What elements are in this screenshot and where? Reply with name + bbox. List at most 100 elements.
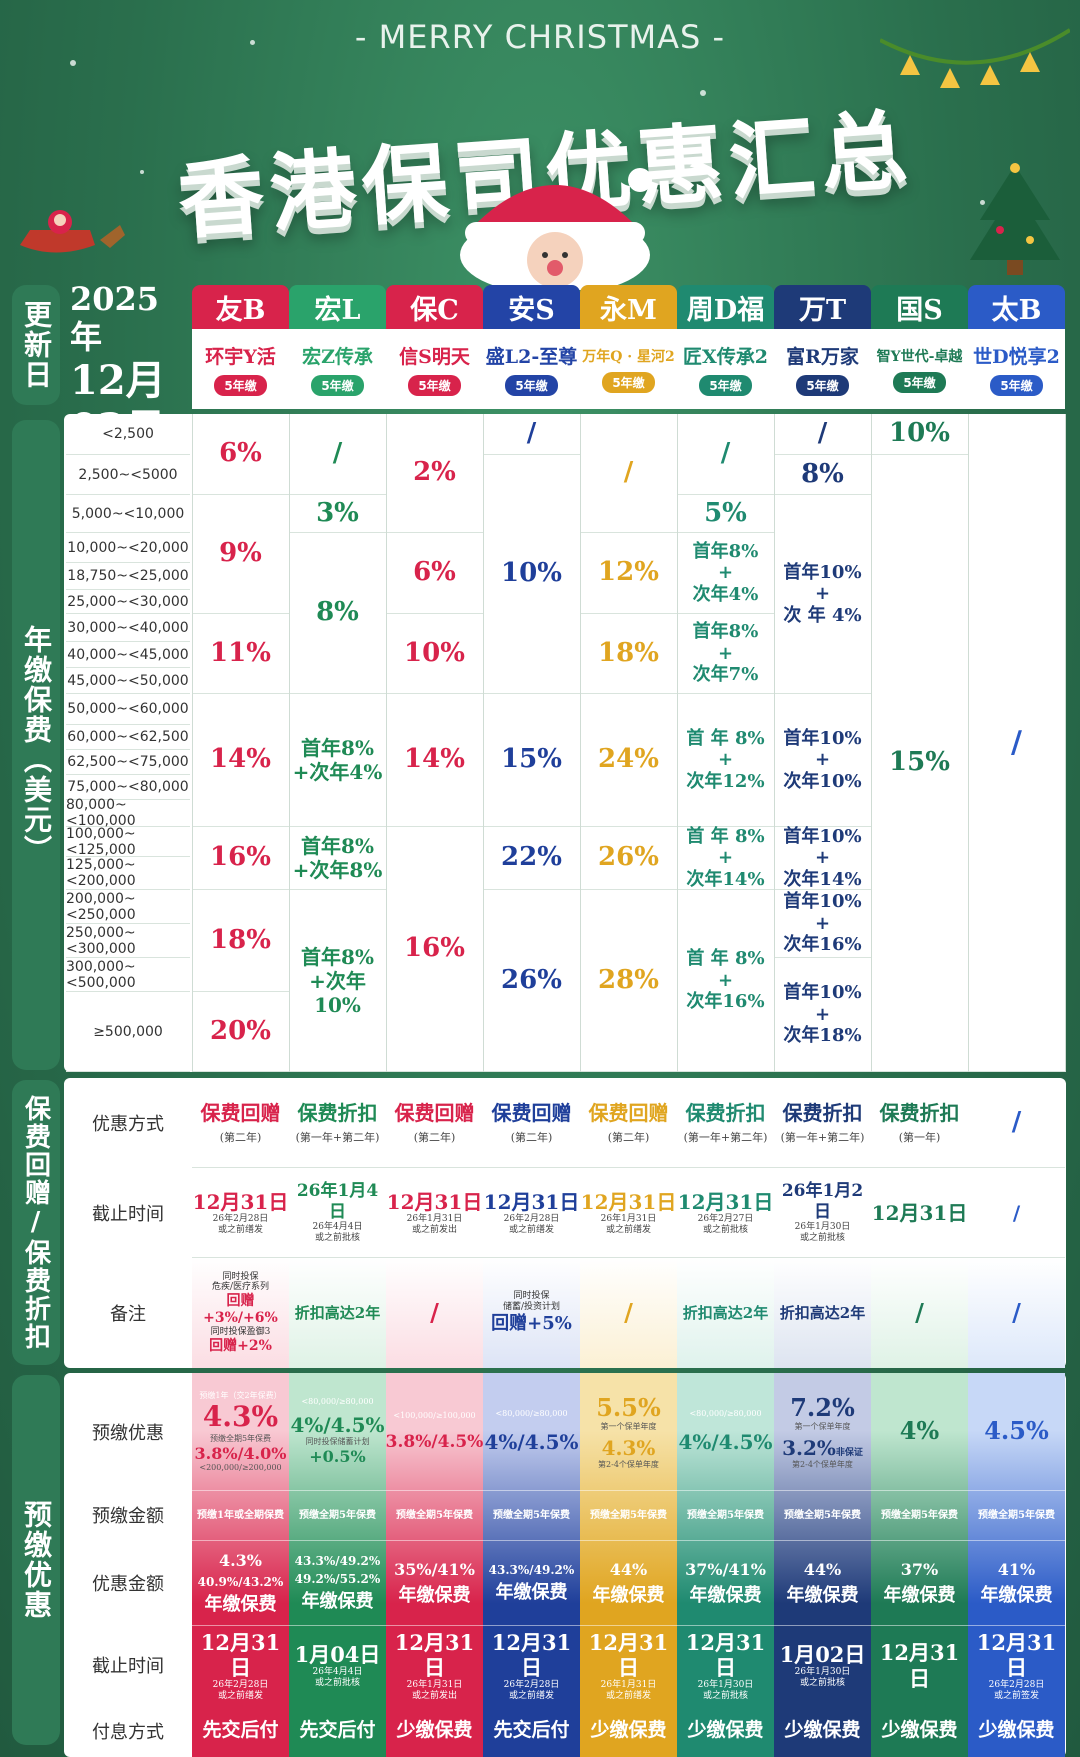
term-badge: 5年缴 (602, 371, 655, 393)
method-main: 保费回赠 (394, 1100, 475, 1125)
method-main: 保费回赠 (491, 1100, 572, 1125)
product-name: 环宇Y活 (205, 346, 276, 368)
prepay-deadline-cell: 12月31日 26年2月28日 或之前签发 (968, 1625, 1065, 1705)
pay-method-cell: 少缴保费 (784, 1718, 861, 1741)
term-badge: 5年缴 (311, 375, 364, 396)
deadline-main: 12月31日 (386, 1189, 483, 1214)
prepay-amount-cell: 预缴全期5年保费 (580, 1490, 677, 1540)
discount-value: 37% (900, 1559, 939, 1579)
premium-range: 18,750~<25,000 (66, 563, 190, 590)
prepay-amount-cell: 预缴全期5年保费 (968, 1490, 1065, 1540)
deadline-sub: 或之前批核 (314, 1232, 360, 1243)
rate-cell: / (289, 414, 386, 495)
prepay-deadline-sub: 或之前缮发 (508, 1690, 554, 1701)
row-label: 优惠金额 (92, 1573, 164, 1595)
product-cell: 环宇Y活 5年缴 (192, 329, 289, 409)
discount-value: 43.3%/49.2% (488, 1562, 575, 1577)
prepay-deadline-sub: 或之前发出 (411, 1690, 457, 1701)
premium-range: 200,000~<250,000 (66, 890, 190, 924)
column-divider (677, 414, 678, 1072)
snow-dot (70, 60, 76, 66)
prepay-amount-cell: 预缴全期5年保费 (483, 1490, 580, 1540)
method-cell: 保费回赠 (第二年) (483, 1078, 580, 1168)
rate-cell: 首年8% + 次年4% (677, 533, 774, 614)
prepay-deadline-main: 12月31日 (588, 1629, 669, 1680)
column-divider (1065, 414, 1066, 1072)
prepay-deadline-sub: 26年2月28日 (988, 1679, 1045, 1690)
row-label: 备注 (110, 1304, 146, 1325)
method-cell: 保费折扣 (第一年+第二年) (289, 1078, 386, 1168)
rate-cell: 12% (580, 533, 677, 614)
prepay-deadline-sub: 或之前批核 (702, 1690, 748, 1701)
rate-cell: 22% (483, 827, 580, 890)
row-label: 预缴优惠 (92, 1422, 164, 1444)
discount-cell: 35%/41% 年缴保费 (386, 1540, 483, 1625)
prepay-rate: 4.5% (984, 1416, 1049, 1446)
prepay-column-bg (580, 1373, 677, 1757)
prepay-column-bg (677, 1373, 774, 1757)
deadline-main: 26年1月4日 (296, 1181, 379, 1222)
term-badge: 5年缴 (505, 375, 558, 396)
rate-cell: 11% (192, 614, 289, 694)
product-name: 盛L2-至尊 (485, 346, 578, 368)
discount-value: 37%/41% (685, 1559, 766, 1579)
deadline-cell: 12月31日 26年1月31日 或之前缮发 (580, 1168, 677, 1258)
rate-cell: 3% (289, 495, 386, 533)
snow-dot (980, 200, 985, 205)
prepay-amount-cell: 预缴全期5年保费 (289, 1490, 386, 1540)
prepay-column-bg (483, 1373, 580, 1757)
note-bonus: 回赠+2% (209, 1337, 272, 1354)
prepay-rate: 7.2% (790, 1392, 855, 1422)
rate-cell: 首年10% + 次年14% (774, 826, 871, 890)
rate-cell: 6% (386, 533, 483, 614)
premium-range: 25,000~<30,000 (66, 590, 190, 614)
method-cell: 保费折扣 (第一年+第二年) (677, 1078, 774, 1168)
rate-cell: 9% (192, 495, 289, 614)
rate-cell: / (677, 414, 774, 495)
note-cell: / (871, 1258, 968, 1368)
method-cell: 保费折扣 (第一年+第二年) (774, 1078, 871, 1168)
prepay-amount-cell: 预缴全期5年保费 (774, 1490, 871, 1540)
term-badge: 5年缴 (408, 375, 461, 396)
company-name: 万T (774, 285, 871, 329)
prepay-note: 第一个保单年度 (794, 1422, 851, 1432)
prepay-column-bg (192, 1373, 289, 1757)
method-main: 保费回赠 (588, 1100, 669, 1125)
prepay-tag: 非保证 (835, 1447, 863, 1458)
prepay-cell: 4% (871, 1373, 968, 1490)
prepay-deadline-cell: 12月31日 26年1月30日 或之前批核 (677, 1625, 774, 1705)
pay-method-cell: 少缴保费 (687, 1718, 764, 1741)
rate-cell: 8% (774, 455, 871, 495)
prepay-rate-sub: +0.5% (309, 1446, 366, 1466)
rate-cell: 28% (580, 890, 677, 1072)
prepay-amount-cell: 预缴全期5年保费 (871, 1490, 968, 1540)
merry-christmas-text: - MERRY CHRISTMAS - (354, 18, 726, 56)
column-divider (483, 414, 484, 1072)
prepay-note: 预缴全期5年保费 (209, 1433, 272, 1443)
premium-range: 2,500~<5000 (66, 455, 190, 495)
rate-cell: 20% (192, 992, 289, 1072)
rate-cell: 首年10% + 次年10% (774, 694, 871, 827)
prepay-amount-cell: 预缴1年或全期保费 (192, 1490, 289, 1540)
discount-basis: 年缴保费 (786, 1584, 859, 1606)
prepay-note: 第2-4个保单年度 (792, 1459, 853, 1469)
prepay-note: <80,000/≥80,000 (301, 1397, 374, 1407)
note-bonus: 回赠+3%/+6% (203, 1293, 278, 1326)
deadline-main: / (1012, 1200, 1021, 1225)
deadline-main: 12月31日 (192, 1189, 289, 1214)
prepay-cell: <80,000/≥80,000 4%/4.5% 同时投保储蓄计划 +0.5% (289, 1373, 386, 1490)
prepay-note: <80,000/≥80,000 (495, 1408, 568, 1418)
note-cell: 同时投保 储蓄/投资计划 回赠+5% (483, 1258, 580, 1368)
note-text: 折扣高达2年 (294, 1304, 381, 1322)
deadline-sub: 26年1月31日 (600, 1213, 657, 1224)
rate-cell: 16% (386, 827, 483, 1072)
discount-basis: 年缴保费 (301, 1590, 374, 1612)
note-bonus: 回赠+5% (491, 1313, 572, 1334)
prepay-amount-cell: 预缴全期5年保费 (386, 1490, 483, 1540)
prepay-column-bg (871, 1373, 968, 1757)
product-name: 匠X传承2 (683, 346, 768, 368)
deadline-sub: 或之前缮发 (508, 1224, 554, 1235)
prepay-note: 第2-4个保单年度 (598, 1459, 659, 1469)
prepay-deadline-cell: 1月04日 26年4月4日 或之前批核 (289, 1625, 386, 1705)
method-cell: 保费回赠 (第二年) (386, 1078, 483, 1168)
